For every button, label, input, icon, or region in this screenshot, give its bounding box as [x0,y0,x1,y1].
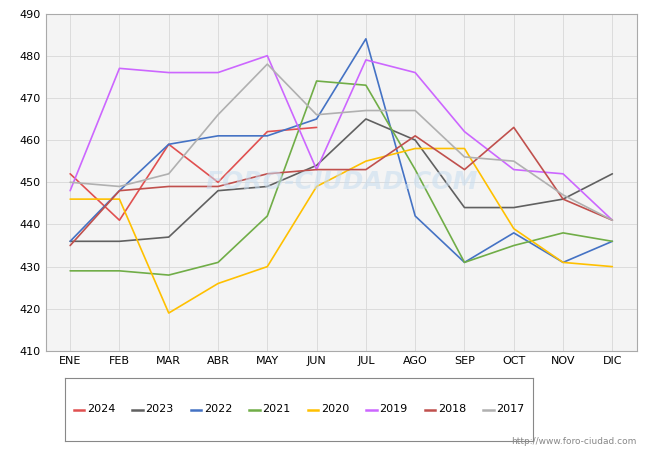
Text: 2017: 2017 [496,405,525,414]
Text: 2020: 2020 [320,405,349,414]
Text: 2023: 2023 [145,405,174,414]
Text: 2022: 2022 [203,405,232,414]
Text: 2019: 2019 [379,405,408,414]
Text: 2024: 2024 [86,405,115,414]
Text: FORO-CIUDAD.COM: FORO-CIUDAD.COM [205,170,478,194]
Text: 2021: 2021 [262,405,291,414]
Text: http://www.foro-ciudad.com: http://www.foro-ciudad.com [512,436,637,446]
Text: Afiliados en Siruela a 31/5/2024: Afiliados en Siruela a 31/5/2024 [181,11,469,29]
Text: 2018: 2018 [437,405,466,414]
